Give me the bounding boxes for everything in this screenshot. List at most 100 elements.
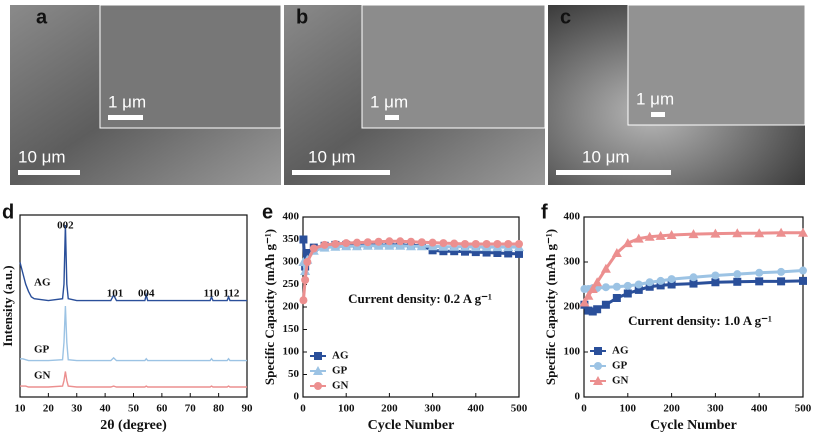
plot-frame (19, 214, 248, 398)
sem-b: b 1 μm 10 μm (284, 4, 546, 185)
scale-bar (292, 170, 390, 175)
data-point (623, 289, 632, 298)
legend-marker (314, 382, 322, 390)
series-label: AG (34, 277, 51, 289)
y-tick-label: 300 (564, 256, 581, 268)
data-point (732, 228, 743, 238)
peak-label: 112 (223, 288, 239, 300)
data-point (303, 249, 312, 257)
legend-label: GN (612, 375, 629, 387)
data-point (667, 275, 676, 284)
x-tick-label: 500 (795, 403, 812, 415)
panel-label: f (541, 201, 548, 223)
data-point (461, 247, 469, 256)
data-point (689, 273, 698, 282)
data-point (755, 268, 764, 277)
y-axis-label: Specific Capacity (mAh g⁻¹) (543, 229, 558, 385)
legend-marker (313, 366, 323, 375)
series-line (20, 371, 247, 388)
data-point (611, 248, 622, 257)
data-point (385, 237, 394, 246)
panel-label: e (262, 201, 273, 223)
data-point (493, 240, 502, 248)
data-point (396, 237, 405, 246)
x-tick-label: 300 (707, 403, 724, 415)
legend-label: AG (612, 345, 629, 357)
legend-marker (594, 347, 602, 355)
data-point (601, 283, 610, 292)
sem-c: c 1 μm 10 μm (548, 4, 806, 185)
data-point (299, 296, 308, 305)
x-tick-label: 200 (381, 403, 398, 415)
scale-bar (385, 115, 399, 120)
data-point (593, 305, 602, 314)
data-point (428, 246, 437, 255)
inset-image (627, 4, 806, 126)
data-point (450, 239, 459, 248)
data-point (710, 228, 721, 238)
data-point (303, 258, 312, 266)
panel-label: a (36, 6, 48, 28)
data-point (777, 267, 786, 276)
y-tick-label: 50 (288, 368, 300, 380)
x-tick-label: 500 (511, 403, 528, 415)
scale-text: 10 μm (18, 147, 66, 166)
legend-marker (594, 362, 602, 370)
data-point (645, 282, 654, 291)
y-axis-label: Specific Capacity (mAh g⁻¹) (262, 229, 277, 385)
x-tick-label: 400 (468, 403, 485, 415)
data-point (776, 227, 787, 237)
legend-marker (314, 352, 322, 360)
panel-label: b (296, 6, 308, 28)
data-point (592, 277, 603, 287)
y-tick-label: 400 (564, 211, 581, 223)
data-point (482, 240, 491, 248)
series-line (20, 305, 247, 362)
data-point (798, 227, 808, 237)
data-point (755, 277, 764, 286)
x-tick-label: 10 (15, 403, 27, 415)
data-point (450, 247, 459, 256)
data-point (515, 249, 523, 258)
scale-text: 1 μm (636, 89, 674, 108)
y-tick-label: 150 (283, 323, 300, 335)
data-point (600, 263, 611, 273)
legend-marker (593, 376, 603, 385)
data-point (417, 238, 426, 247)
scale-text: 10 μm (582, 147, 630, 166)
x-tick-label: 30 (71, 403, 83, 415)
data-point (799, 266, 807, 275)
data-point (711, 271, 720, 280)
data-point (299, 235, 308, 244)
x-tick-label: 90 (242, 403, 254, 415)
data-point (342, 239, 351, 248)
y-tick-label: 200 (283, 301, 300, 313)
data-point (799, 276, 807, 285)
scale-text: 10 μm (308, 147, 356, 166)
data-point (667, 280, 676, 289)
data-point (301, 276, 310, 284)
data-point (588, 307, 597, 316)
x-tick-label: 400 (751, 403, 768, 415)
scale-bar (556, 170, 671, 175)
data-point (612, 282, 621, 291)
x-axis-label: Cycle Number (650, 418, 737, 433)
y-tick-label: 100 (283, 346, 300, 358)
series-line (583, 231, 803, 304)
x-tick-label: 0 (581, 403, 587, 415)
annotation: Current density: 1.0 A g⁻¹ (628, 313, 772, 328)
data-point (461, 240, 469, 248)
y-tick-label: 300 (283, 256, 300, 268)
data-point (504, 249, 513, 258)
data-point (688, 229, 699, 239)
data-point (622, 238, 633, 248)
peak-label: 110 (204, 288, 220, 300)
data-point (363, 238, 372, 247)
data-point (515, 240, 523, 248)
series-label: GN (34, 370, 51, 382)
x-tick-label: 80 (213, 403, 225, 415)
y-tick-label: 0 (575, 391, 581, 403)
x-tick-label: 70 (185, 403, 197, 415)
data-point (504, 240, 513, 248)
